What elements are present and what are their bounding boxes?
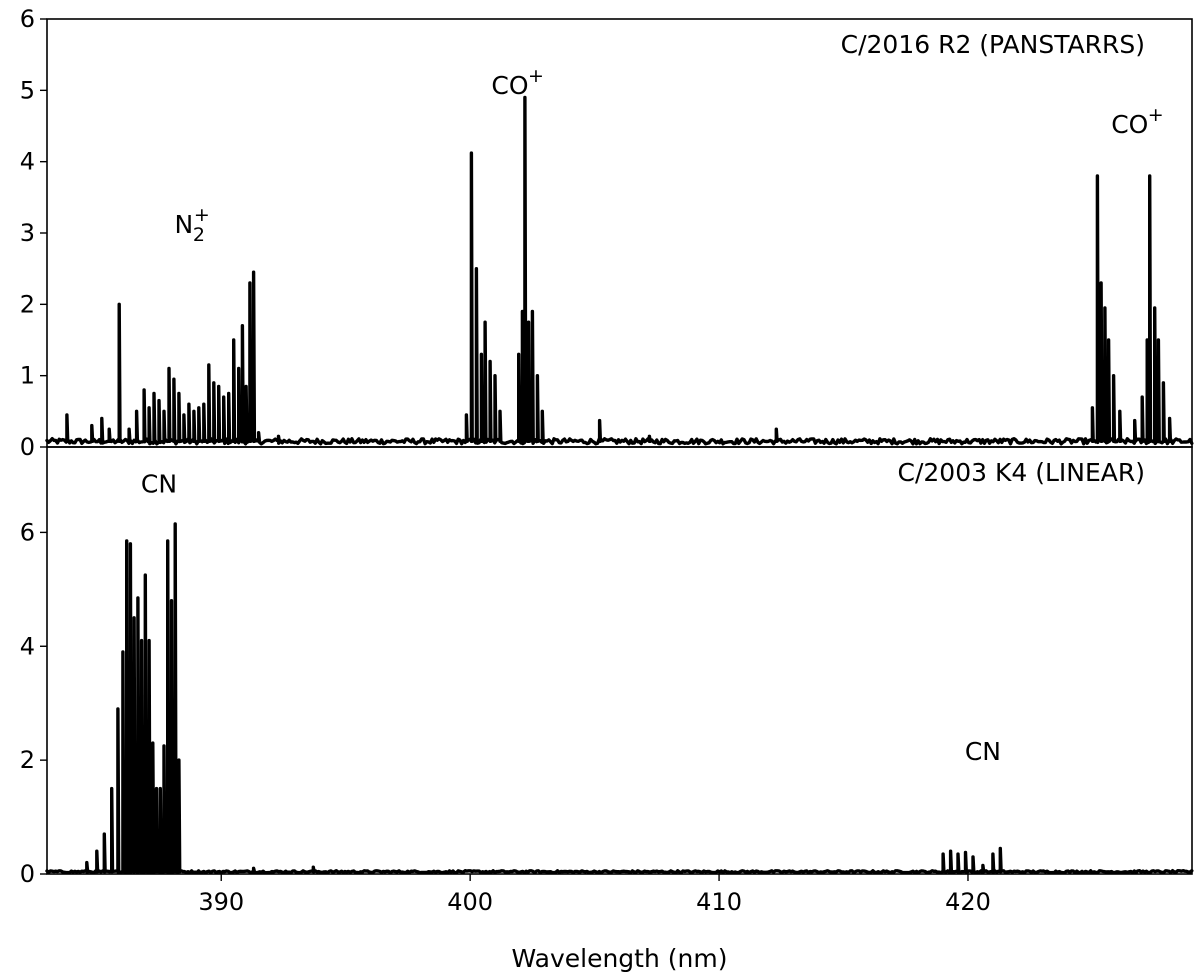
top-spectrum-series	[45, 95, 1194, 446]
bottom-x-tick-label: 390	[198, 888, 244, 916]
annotation-text: CN	[965, 737, 1001, 766]
top-y-tick-label: 0	[20, 433, 35, 461]
bottom-panel: 0 2 4 6 390 400 410 420 C/2003 K4 (LINEAR) Wavele…	[20, 446, 1194, 973]
top-y-tick-label: 5	[20, 76, 35, 104]
annotation-superscript: +	[528, 65, 544, 87]
bottom-x-tick-label: 410	[696, 888, 742, 916]
bottom-spectrum-series	[45, 522, 1194, 875]
top-plot-frame	[46, 18, 1193, 448]
top-y-tick-label: 3	[20, 219, 35, 247]
top-y-tick-label: 4	[20, 148, 35, 176]
bottom-y-tick-label: 0	[20, 860, 35, 888]
bottom-panel-title: C/2003 K4 (LINEAR)	[898, 458, 1145, 487]
bottom-plot-frame	[46, 446, 1193, 875]
annotation-superscript: +	[1148, 104, 1164, 126]
top-annotation-co: CO +	[491, 65, 543, 100]
annotation-text: N	[175, 210, 194, 239]
bottom-y-tick-label: 6	[20, 518, 35, 546]
x-axis-label: Wavelength (nm)	[512, 944, 728, 973]
annotation-subscript: 2	[193, 224, 205, 246]
annotation-superscript: +	[194, 204, 210, 226]
bottom-x-tick-label: 400	[447, 888, 493, 916]
bottom-annotation-cn: CN	[965, 737, 1001, 766]
bottom-y-tick-label: 2	[20, 746, 35, 774]
top-annotation-n: N 2+	[175, 204, 210, 246]
annotation-text: CN	[141, 470, 177, 499]
top-y-tick-label: 2	[20, 290, 35, 318]
annotation-text: CO	[491, 71, 528, 100]
annotation-text: CO	[1111, 110, 1148, 139]
top-annotation-co: CO +	[1111, 104, 1163, 139]
bottom-y-tick-label: 4	[20, 632, 35, 660]
bottom-x-tick-label: 420	[945, 888, 991, 916]
top-panel-title: C/2016 R2 (PANSTARRS)	[841, 30, 1145, 59]
top-y-tick-label: 6	[20, 5, 35, 33]
bottom-annotation-cn: CN	[141, 470, 177, 499]
top-y-tick-label: 1	[20, 362, 35, 390]
